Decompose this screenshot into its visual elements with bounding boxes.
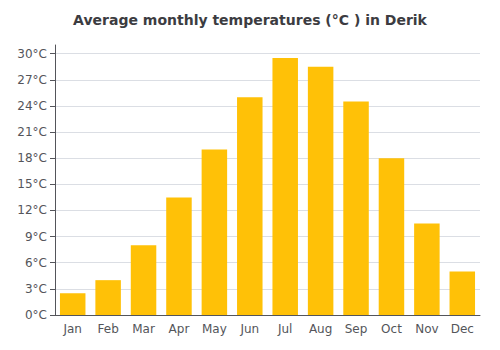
svg-text:Jun: Jun xyxy=(239,322,259,336)
svg-text:0°C: 0°C xyxy=(25,308,47,322)
svg-text:Mar: Mar xyxy=(132,322,155,336)
svg-text:3°C: 3°C xyxy=(25,282,47,296)
svg-text:Aug: Aug xyxy=(309,322,332,336)
svg-text:Nov: Nov xyxy=(415,322,438,336)
svg-text:24°C: 24°C xyxy=(17,99,47,113)
svg-text:21°C: 21°C xyxy=(17,125,47,139)
svg-text:30°C: 30°C xyxy=(17,47,47,61)
svg-text:9°C: 9°C xyxy=(25,230,47,244)
svg-text:Dec: Dec xyxy=(451,322,474,336)
svg-text:Average monthly temperatures (: Average monthly temperatures (°C ) in De… xyxy=(73,12,428,28)
svg-text:Jul: Jul xyxy=(277,322,292,336)
svg-text:15°C: 15°C xyxy=(17,177,47,191)
svg-text:Apr: Apr xyxy=(169,322,190,336)
svg-text:May: May xyxy=(202,322,227,336)
svg-text:27°C: 27°C xyxy=(17,73,47,87)
svg-text:Oct: Oct xyxy=(381,322,402,336)
svg-text:Feb: Feb xyxy=(98,322,119,336)
svg-text:6°C: 6°C xyxy=(25,256,47,270)
svg-text:Jan: Jan xyxy=(62,322,82,336)
svg-text:Sep: Sep xyxy=(345,322,368,336)
svg-text:18°C: 18°C xyxy=(17,151,47,165)
svg-text:12°C: 12°C xyxy=(17,203,47,217)
